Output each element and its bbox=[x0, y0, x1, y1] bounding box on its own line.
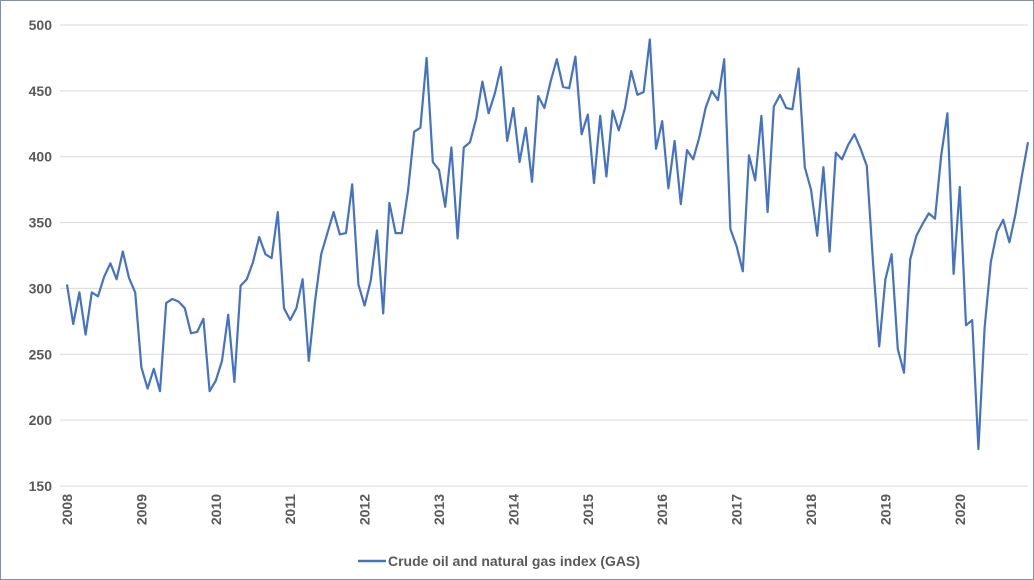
x-tick-label: 2008 bbox=[59, 494, 75, 525]
x-tick-label: 2014 bbox=[505, 494, 521, 525]
y-tick-label: 500 bbox=[29, 17, 53, 33]
x-tick-label: 2010 bbox=[208, 494, 224, 525]
x-tick-label: 2012 bbox=[357, 494, 373, 525]
y-tick-label: 400 bbox=[29, 149, 53, 165]
x-tick-label: 2017 bbox=[729, 494, 745, 525]
y-tick-label: 450 bbox=[29, 83, 53, 99]
y-tick-label: 250 bbox=[29, 346, 53, 362]
y-tick-label: 300 bbox=[29, 280, 53, 296]
x-tick-label: 2013 bbox=[431, 494, 447, 525]
x-tick-label: 2015 bbox=[580, 494, 596, 525]
y-tick-label: 200 bbox=[29, 412, 53, 428]
data-line bbox=[65, 38, 1030, 451]
x-tick-label: 2020 bbox=[952, 494, 968, 525]
x-tick-label: 2016 bbox=[654, 494, 670, 525]
x-tick-label: 2009 bbox=[133, 494, 149, 525]
y-tick-label: 350 bbox=[29, 215, 53, 231]
x-tick-label: 2019 bbox=[877, 494, 893, 525]
x-tick-label: 2011 bbox=[282, 494, 298, 525]
y-tick-label: 150 bbox=[29, 478, 53, 494]
x-tick-label: 2018 bbox=[803, 494, 819, 525]
legend-label: Crude oil and natural gas index (GAS) bbox=[388, 553, 640, 569]
